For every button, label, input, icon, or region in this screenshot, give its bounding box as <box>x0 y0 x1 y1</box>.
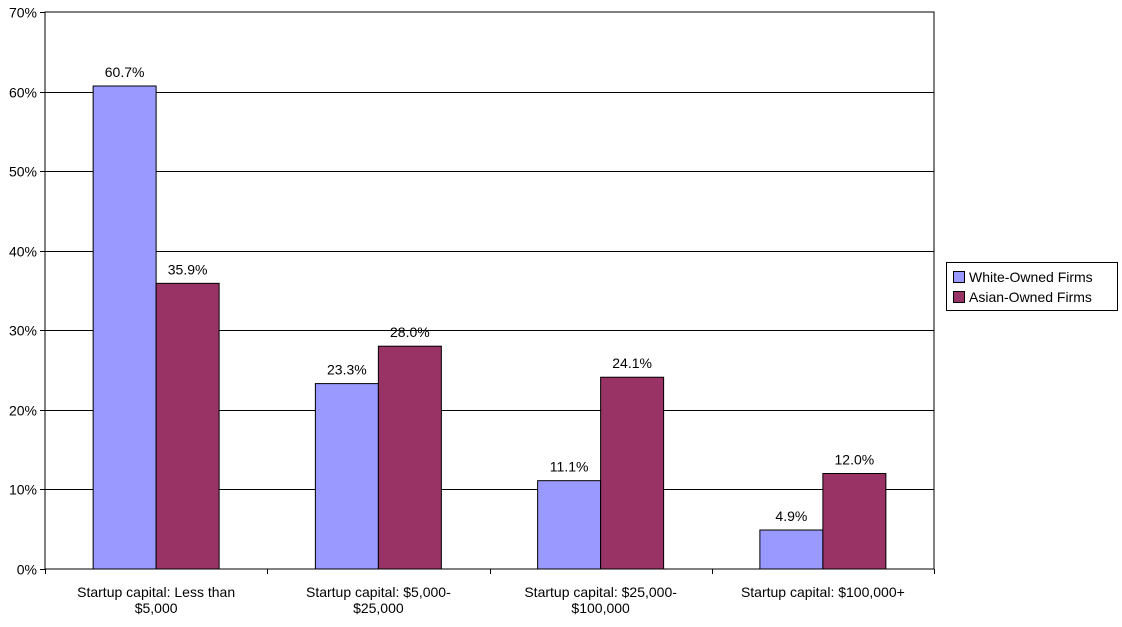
data-label: 60.7% <box>105 64 145 80</box>
bar-asian-owned-firms-2 <box>600 376 665 570</box>
x-category-label: $100,000 <box>571 600 630 616</box>
bar-asian-owned-firms-3 <box>822 473 887 570</box>
x-category-label: $5,000 <box>135 600 178 616</box>
labels: 0% 10% 20% 30% 40% 50% 60% 70% 60.7% 35.9% Startup… <box>9 5 905 617</box>
plot-area <box>44 11 935 570</box>
y-tick-label: 60% <box>9 85 37 101</box>
x-category-label: Startup capital: $5,000- <box>306 584 451 600</box>
legend: White-Owned Firms Asian-Owned Firms <box>946 262 1118 311</box>
x-category-label: $25,000 <box>353 600 404 616</box>
axes <box>40 12 935 574</box>
y-tick-label: 30% <box>9 323 37 339</box>
data-label: 23.3% <box>327 362 367 378</box>
legend-item: Asian-Owned Firms <box>947 287 1117 307</box>
bar-asian-owned-firms-0 <box>155 282 220 570</box>
bar-asian-owned-firms-1 <box>377 345 442 570</box>
y-tick-label: 70% <box>9 5 37 21</box>
bar-white-owned-firms-3 <box>759 529 824 570</box>
x-category-label: Startup capital: $100,000+ <box>741 584 905 600</box>
y-tick-label: 10% <box>9 482 37 498</box>
data-label: 28.0% <box>390 324 430 340</box>
data-label: 11.1% <box>550 459 589 475</box>
bars <box>92 85 887 570</box>
x-category-label: Startup capital: $25,000- <box>524 584 677 600</box>
bar-white-owned-firms-2 <box>537 480 602 570</box>
y-tick-label: 50% <box>9 164 37 180</box>
legend-swatch <box>953 271 965 283</box>
y-tick-label: 0% <box>17 562 37 578</box>
y-tick-label: 40% <box>9 244 37 260</box>
legend-item: White-Owned Firms <box>947 267 1117 287</box>
bar-white-owned-firms-1 <box>314 383 379 570</box>
data-label: 35.9% <box>168 261 208 277</box>
legend-swatch <box>953 291 965 303</box>
x-category-label: Startup capital: Less than <box>77 584 235 600</box>
legend-label: Asian-Owned Firms <box>969 289 1092 305</box>
data-label: 12.0% <box>835 452 875 468</box>
bar-white-owned-firms-0 <box>92 85 157 570</box>
data-label: 4.9% <box>775 508 807 524</box>
y-tick-label: 20% <box>9 403 37 419</box>
gridlines <box>44 11 935 570</box>
data-label: 24.1% <box>612 355 652 371</box>
legend-label: White-Owned Firms <box>969 269 1093 285</box>
